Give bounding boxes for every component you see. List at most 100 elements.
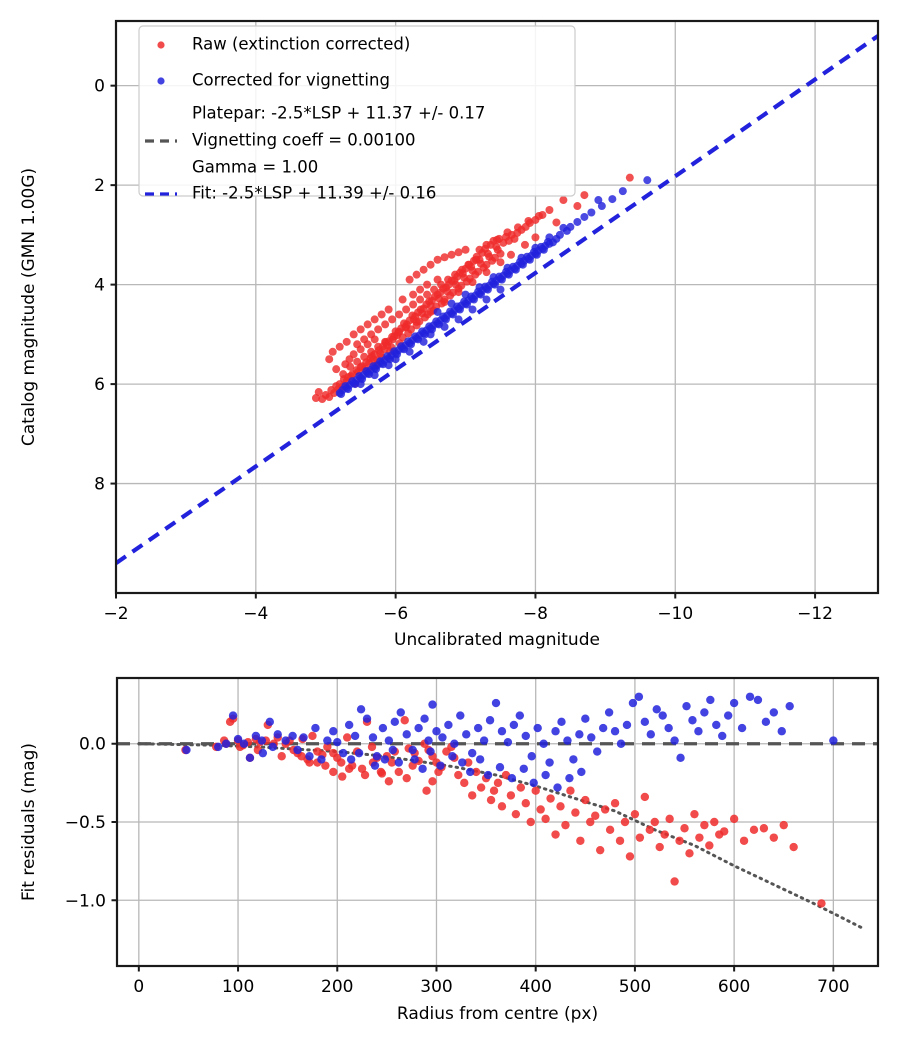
data-point xyxy=(552,218,561,227)
data-point xyxy=(346,362,355,371)
data-point xyxy=(462,300,471,309)
x-tick-label: 200 xyxy=(321,977,353,997)
data-point xyxy=(410,755,419,764)
data-point xyxy=(388,315,397,324)
data-point xyxy=(225,717,235,727)
data-point xyxy=(428,700,437,709)
data-point xyxy=(608,195,617,204)
data-point xyxy=(440,253,449,262)
data-point xyxy=(455,305,464,314)
x-tick-label: −4 xyxy=(243,604,268,624)
data-point xyxy=(384,305,393,314)
data-point xyxy=(360,352,369,361)
data-point xyxy=(293,745,302,755)
data-point xyxy=(450,739,459,748)
data-point xyxy=(257,736,267,745)
data-point xyxy=(685,849,694,858)
data-point xyxy=(720,827,729,836)
data-point xyxy=(723,711,733,720)
data-point xyxy=(489,273,498,282)
data-point xyxy=(533,723,542,733)
data-point xyxy=(700,820,709,830)
data-point xyxy=(426,307,435,316)
data-point xyxy=(214,742,223,752)
data-point xyxy=(400,716,409,725)
data-point xyxy=(245,753,255,763)
x-tick-label: 400 xyxy=(519,977,551,997)
data-point xyxy=(448,752,457,761)
data-point xyxy=(374,325,383,334)
x-tick-label: 300 xyxy=(420,977,452,997)
x-tick-label: −2 xyxy=(103,604,128,624)
x-axis-label: Radius from centre (px) xyxy=(397,1004,598,1024)
data-point xyxy=(448,310,457,319)
data-point xyxy=(622,720,632,730)
data-point xyxy=(670,736,679,745)
data-point xyxy=(541,770,550,780)
data-point xyxy=(349,330,358,339)
data-point xyxy=(344,764,354,773)
data-point xyxy=(534,211,543,220)
data-point xyxy=(517,253,526,262)
data-point xyxy=(509,720,519,730)
data-point xyxy=(423,280,432,289)
magnitude-calibration-plot: −2 −4 −6 −8 −10 −12 0 2 4 6 8 Uncalibrated magnitud… xyxy=(19,19,880,650)
data-point xyxy=(311,394,320,403)
data-point xyxy=(705,841,714,850)
data-point xyxy=(660,830,669,839)
data-point xyxy=(503,263,512,272)
data-point xyxy=(482,240,491,249)
data-point xyxy=(688,716,697,725)
data-point xyxy=(370,315,379,324)
data-point xyxy=(559,196,568,205)
data-point xyxy=(346,755,356,764)
data-point xyxy=(565,773,574,783)
series-corrected xyxy=(335,176,652,399)
data-point xyxy=(620,817,630,827)
data-point xyxy=(587,208,596,217)
data-point xyxy=(493,778,503,788)
data-point xyxy=(428,777,437,786)
data-point xyxy=(652,705,661,714)
x-tick-label: 700 xyxy=(817,977,849,997)
data-point xyxy=(473,723,483,733)
data-point xyxy=(456,711,465,720)
data-point xyxy=(384,777,394,786)
data-point xyxy=(527,752,536,761)
axes-frame xyxy=(114,19,880,595)
data-point xyxy=(395,327,404,336)
data-point xyxy=(321,761,330,770)
data-point xyxy=(489,786,499,795)
data-point xyxy=(367,330,376,339)
data-point xyxy=(461,245,470,254)
data-point xyxy=(475,245,484,254)
y-tick-label: −1.0 xyxy=(65,891,106,911)
data-point xyxy=(789,842,798,852)
data-point xyxy=(471,767,481,777)
data-point xyxy=(402,322,411,331)
data-point xyxy=(645,825,654,835)
data-point xyxy=(658,711,667,720)
data-point xyxy=(670,877,679,886)
data-point xyxy=(519,764,528,773)
series-raw xyxy=(181,714,826,908)
data-point xyxy=(769,708,779,717)
data-point xyxy=(729,698,739,708)
data-point xyxy=(485,716,495,725)
data-point xyxy=(475,755,485,764)
data-point xyxy=(591,811,600,820)
data-point xyxy=(325,355,334,364)
data-point xyxy=(370,761,380,770)
data-point xyxy=(372,365,381,374)
data-point xyxy=(513,223,522,232)
data-point xyxy=(381,320,390,329)
data-point xyxy=(323,736,332,745)
data-point xyxy=(628,698,638,708)
data-point xyxy=(352,366,361,375)
data-point xyxy=(739,836,749,845)
data-point xyxy=(469,295,478,304)
data-point xyxy=(559,223,568,232)
data-point xyxy=(496,249,505,258)
legend-marker-dot xyxy=(157,77,165,85)
